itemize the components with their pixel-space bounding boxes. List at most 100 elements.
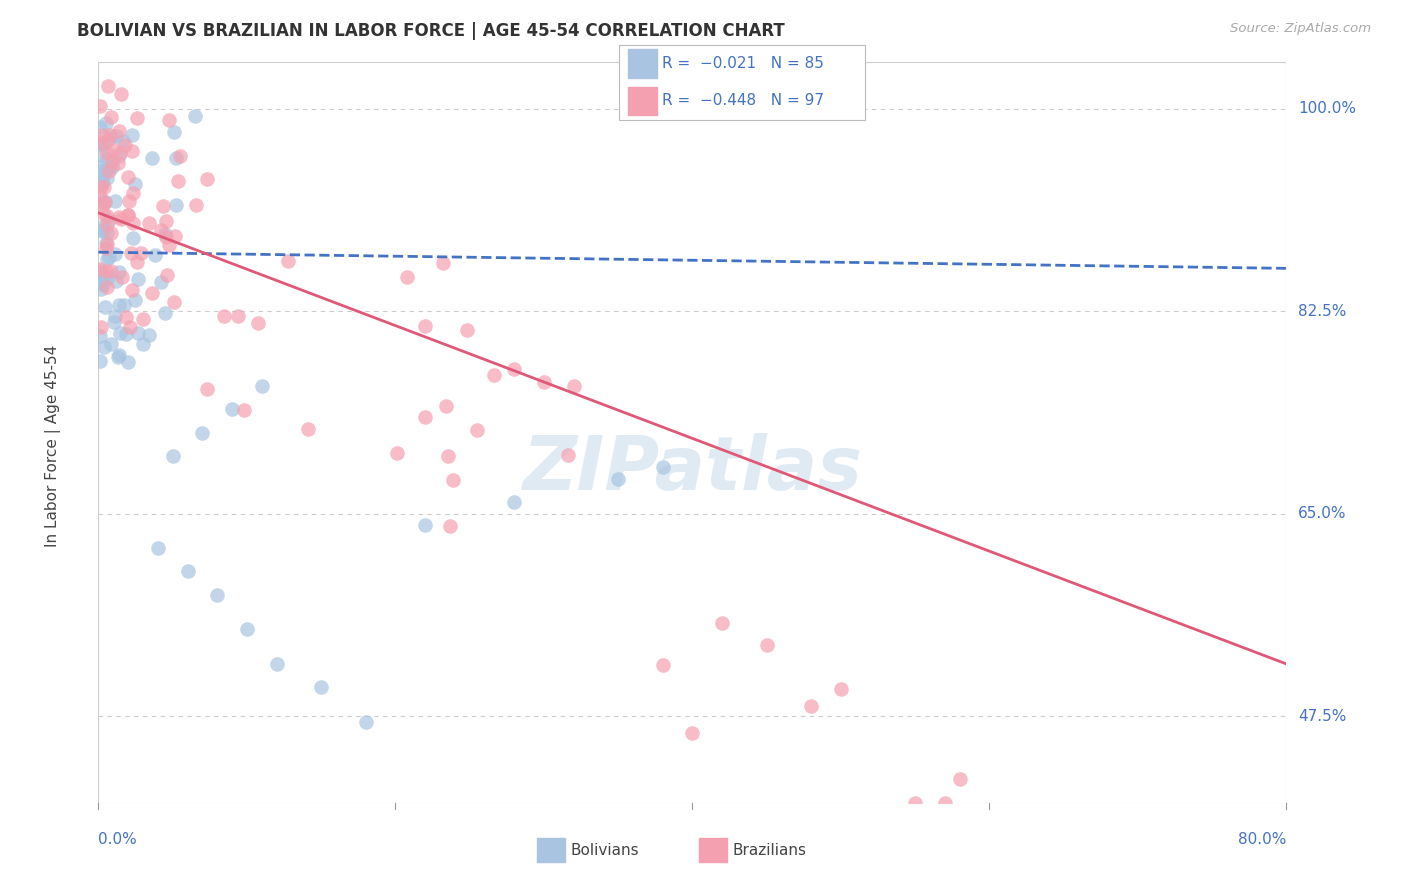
Point [129,246,152,260]
Point [277,253,299,268]
Text: 0.0%: 0.0% [98,831,138,847]
Point [90,224,112,238]
Point [121,230,143,244]
Text: BOLIVIAN VS BRAZILIAN IN LABOR FORCE | AGE 45-54 CORRELATION CHART: BOLIVIAN VS BRAZILIAN IN LABOR FORCE | A… [77,22,785,40]
Point [107,350,129,364]
Point [297,422,319,436]
Point [436,449,458,463]
Point [195,171,218,186]
Point [91,277,114,291]
Point [143,247,166,261]
Point [89,135,111,149]
Point [108,348,131,362]
Text: Source: ZipAtlas.com: Source: ZipAtlas.com [1230,22,1371,36]
Point [157,113,180,128]
Text: 47.5%: 47.5% [1298,708,1347,723]
Point [121,144,143,158]
Point [138,216,160,230]
Point [651,460,673,475]
Point [89,160,111,174]
Point [127,255,149,269]
Point [221,402,243,417]
Point [163,295,186,310]
Text: 100.0%: 100.0% [1298,101,1357,116]
Point [96,152,118,166]
Point [100,130,122,145]
Point [184,198,207,212]
Point [127,272,149,286]
Point [104,309,127,323]
Text: In Labor Force | Age 45-54: In Labor Force | Age 45-54 [45,345,62,547]
Point [557,448,579,462]
Point [949,772,972,786]
Text: 80.0%: 80.0% [1239,831,1286,847]
Point [101,160,124,174]
Point [94,194,117,209]
Point [91,170,114,185]
Point [100,264,122,278]
Point [89,263,111,277]
Point [97,160,120,174]
Point [214,309,236,323]
Point [436,399,458,413]
Point [108,145,131,160]
Point [904,796,927,810]
Point [90,180,112,194]
Point [120,319,142,334]
Point [91,196,114,211]
Point [162,449,184,463]
Point [96,217,118,231]
Point [413,518,436,533]
Point [117,170,139,185]
Point [91,194,114,209]
Point [89,136,111,151]
Point [441,473,464,487]
Point [89,120,111,134]
Point [90,283,112,297]
Point [97,213,120,227]
Point [117,208,139,222]
Point [111,269,134,284]
Point [108,326,131,340]
Point [110,211,132,226]
Point [90,164,112,178]
Point [149,223,172,237]
Point [146,541,169,556]
Point [100,110,122,124]
Point [120,246,142,260]
Point [226,309,249,323]
Point [124,293,146,307]
Point [93,223,115,237]
Text: 65.0%: 65.0% [1298,506,1347,521]
Point [681,726,703,740]
Point [132,312,155,326]
Point [101,144,124,158]
Point [107,156,129,170]
Text: R =  −0.021   N = 85: R = −0.021 N = 85 [662,56,824,70]
Point [141,285,163,300]
Point [107,149,129,163]
Point [94,235,117,250]
Point [184,109,207,123]
Point [93,194,115,209]
Text: R =  −0.448   N = 97: R = −0.448 N = 97 [662,94,824,108]
Point [176,565,198,579]
Point [503,362,526,376]
Point [112,298,135,312]
Point [89,188,111,202]
Point [166,174,188,188]
Point [89,276,111,290]
Point [141,151,163,165]
Point [800,698,823,713]
Point [165,229,187,244]
Point [121,283,143,297]
Point [755,638,778,652]
Point [96,252,118,266]
Point [91,137,114,152]
Point [465,423,488,437]
Point [934,796,956,810]
Point [100,226,122,240]
Point [91,177,114,191]
Point [90,175,112,189]
Point [114,137,136,152]
